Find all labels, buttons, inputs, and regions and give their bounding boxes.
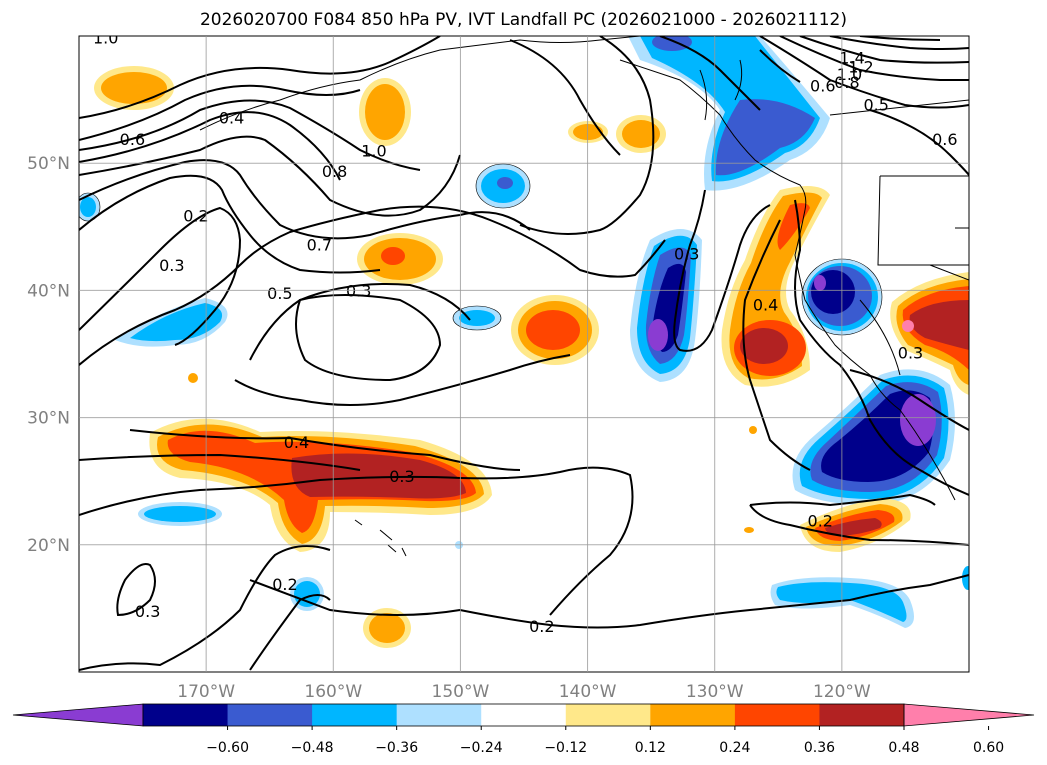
contour-label: 0.4 xyxy=(753,295,778,314)
contour-label: 0.2 xyxy=(272,575,297,594)
colorbar-segment xyxy=(227,704,313,726)
contour-label: 0.5 xyxy=(863,96,888,115)
anomaly-positive xyxy=(363,608,411,648)
colorbar-extend-low xyxy=(12,703,144,727)
contour-label: 0.4 xyxy=(219,108,244,127)
map-title: 2026020700 F084 850 hPa PV, IVT Landfall… xyxy=(199,10,847,30)
anomaly-positive xyxy=(94,66,174,110)
contour-label: 0.7 xyxy=(307,236,332,255)
lat-tick-label: 20°N xyxy=(27,536,70,556)
colorbar-tick-label: 0.24 xyxy=(719,740,750,756)
graticule xyxy=(79,36,969,672)
contour-label: 0.3 xyxy=(389,467,414,486)
anomaly-positive xyxy=(800,498,911,552)
colorbar-extend-high xyxy=(903,703,1035,727)
contour-label: 0.6 xyxy=(120,130,145,149)
contour-label: 1.2 xyxy=(848,58,873,77)
contour-label: 0.3 xyxy=(898,344,923,363)
anomaly-negative xyxy=(630,229,702,382)
colorbar-segment xyxy=(650,704,736,726)
colorbar-segment xyxy=(312,704,398,726)
contour-label: 0.6 xyxy=(932,130,957,149)
colorbar-tick-label: −0.60 xyxy=(206,740,249,756)
anomaly-negative xyxy=(453,306,501,330)
colorbar-tick-label: 0.60 xyxy=(973,740,1004,756)
lon-tick-label: 140°W xyxy=(559,682,617,702)
colorbar-tick-label: −0.36 xyxy=(375,740,418,756)
anomaly-positive xyxy=(357,233,443,285)
lat-tick-label: 30°N xyxy=(27,409,70,429)
anomaly-positive xyxy=(359,78,411,146)
colorbar-segment xyxy=(396,704,482,726)
contour-label: 0.2 xyxy=(529,617,554,636)
anomaly-negative xyxy=(115,298,228,347)
colorbar-tick-label: −0.48 xyxy=(291,740,334,756)
anomaly-negative xyxy=(792,369,955,505)
colorbar-segment xyxy=(819,704,905,726)
map-frame xyxy=(78,35,970,673)
colorbar-tick-label: −0.12 xyxy=(544,740,587,756)
lat-tick-label: 40°N xyxy=(27,281,70,301)
colorbar-tick-label: 0.12 xyxy=(635,740,666,756)
coastline xyxy=(199,36,969,557)
lat-tick-label: 50°N xyxy=(27,154,70,174)
pv-contours xyxy=(79,36,969,671)
colorbar-segment xyxy=(143,704,229,726)
anomaly-negative xyxy=(628,36,830,191)
contour-label: 0.2 xyxy=(808,512,833,531)
contour-label: 0.8 xyxy=(322,162,347,181)
colorbar-tick-label: −0.24 xyxy=(460,740,503,756)
lon-tick-label: 160°W xyxy=(304,682,362,702)
map-field: 1.01.41.21.00.80.60.50.60.40.61.00.80.20… xyxy=(79,28,969,671)
contour-label: 0.3 xyxy=(674,245,699,264)
colorbar-tick-label: 0.48 xyxy=(888,740,919,756)
anomaly-negative xyxy=(802,259,882,335)
colorbar-tick-label: 0.36 xyxy=(804,740,835,756)
contour-label: 1.0 xyxy=(361,141,386,160)
contour-label: 0.6 xyxy=(810,77,835,96)
contour-label: 0.2 xyxy=(183,206,208,225)
contour-label: 0.3 xyxy=(135,602,160,621)
lon-tick-label: 130°W xyxy=(686,682,744,702)
colorbar-segment xyxy=(481,704,567,726)
colorbar: −0.60 −0.48 −0.36 −0.24 −0.12 0.12 0.24 0.36 0.4… xyxy=(12,703,1035,756)
lon-tick-label: 120°W xyxy=(813,682,871,702)
lon-tick-label: 150°W xyxy=(432,682,490,702)
anomaly-negative xyxy=(79,193,100,221)
lon-tick-label: 170°W xyxy=(177,682,235,702)
anomaly-positive xyxy=(149,418,492,552)
contour-label: 0.4 xyxy=(284,433,309,452)
colorbar-segment xyxy=(734,704,820,726)
contour-label: 0.5 xyxy=(267,284,292,303)
anomaly-negative xyxy=(138,502,222,526)
contour-label: 1.4 xyxy=(839,49,864,68)
colorbar-frame xyxy=(142,703,905,727)
contour-label: 1.0 xyxy=(93,28,118,47)
anomaly-positive xyxy=(511,295,599,365)
anomaly-positive xyxy=(890,272,969,395)
anomaly-positive xyxy=(568,115,666,153)
contour-label: 1.0 xyxy=(837,65,862,84)
anomaly-negative xyxy=(476,164,530,208)
contour-label: 0.8 xyxy=(834,73,859,92)
colorbar-segment xyxy=(565,704,651,726)
contour-label: 0.3 xyxy=(159,256,184,275)
